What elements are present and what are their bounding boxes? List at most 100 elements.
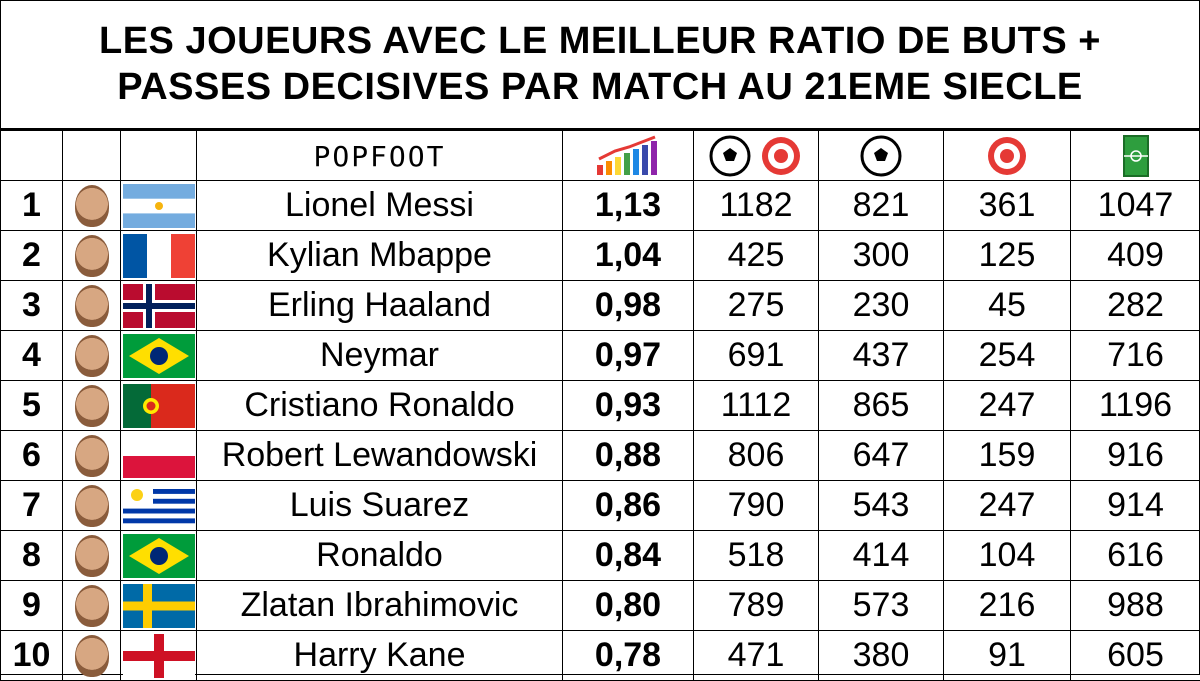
player-name: Ronaldo [197, 531, 563, 581]
brazil-flag-icon [123, 334, 195, 378]
flag-cell [121, 231, 197, 281]
rank-cell: 7 [1, 481, 63, 531]
photo-cell [63, 581, 121, 631]
table-row: 2 Kylian Mbappe 1,04 425 300 125 409 [1, 231, 1200, 281]
photo-cell [63, 381, 121, 431]
photo-cell [63, 531, 121, 581]
table-row: 4 Neymar 0,97 691 437 254 716 [1, 331, 1200, 381]
table-row: 3 Erling Haaland 0,98 275 230 45 282 [1, 281, 1200, 331]
player-photo [75, 485, 109, 527]
goals-cell: 300 [819, 231, 944, 281]
assists-cell: 104 [944, 531, 1071, 581]
player-photo [75, 635, 109, 677]
goals-assists-cell: 806 [694, 431, 819, 481]
photo-cell [63, 331, 121, 381]
assists-cell: 254 [944, 331, 1071, 381]
header-matches-cell [1071, 131, 1200, 181]
matches-cell: 988 [1071, 581, 1200, 631]
ratio-cell: 0,84 [563, 531, 694, 581]
header-rank-cell [1, 131, 63, 181]
rank-cell: 4 [1, 331, 63, 381]
ratio-cell: 0,93 [563, 381, 694, 431]
matches-cell: 916 [1071, 431, 1200, 481]
photo-cell [63, 631, 121, 681]
photo-cell [63, 231, 121, 281]
assists-cell: 159 [944, 431, 1071, 481]
table-row: 9 Zlatan Ibrahimovic 0,80 789 573 216 98… [1, 581, 1200, 631]
ratio-cell: 0,97 [563, 331, 694, 381]
ratio-cell: 0,98 [563, 281, 694, 331]
sweden-flag-icon [123, 584, 195, 628]
assists-cell: 91 [944, 631, 1071, 681]
matches-cell: 716 [1071, 331, 1200, 381]
goals-cell: 380 [819, 631, 944, 681]
england-flag-icon [123, 634, 195, 678]
player-name: Erling Haaland [197, 281, 563, 331]
goals-cell: 230 [819, 281, 944, 331]
goals-cell: 647 [819, 431, 944, 481]
flag-cell [121, 181, 197, 231]
assists-cell: 45 [944, 281, 1071, 331]
table-row: 10 Harry Kane 0,78 471 380 91 605 [1, 631, 1200, 681]
portugal-flag-icon [123, 384, 195, 428]
ranking-table: POPFOOT [0, 130, 1200, 681]
matches-cell: 616 [1071, 531, 1200, 581]
player-photo [75, 535, 109, 577]
pitch-icon [1122, 134, 1150, 178]
rank-cell: 9 [1, 581, 63, 631]
popfoot-logo: POPFOOT [313, 140, 445, 173]
matches-cell: 1196 [1071, 381, 1200, 431]
goals-cell: 543 [819, 481, 944, 531]
target-icon [984, 134, 1030, 178]
player-photo [75, 285, 109, 327]
player-name: Robert Lewandowski [197, 431, 563, 481]
flag-cell [121, 331, 197, 381]
assists-cell: 216 [944, 581, 1071, 631]
rank-cell: 6 [1, 431, 63, 481]
header-row: POPFOOT [1, 131, 1200, 181]
flag-cell [121, 531, 197, 581]
goals-assists-cell: 691 [694, 331, 819, 381]
title-line-2: PASSES DECISIVES PAR MATCH AU 21EME SIEC… [117, 64, 1083, 110]
matches-cell: 1047 [1071, 181, 1200, 231]
flag-cell [121, 381, 197, 431]
ratio-cell: 0,78 [563, 631, 694, 681]
brazil-flag-icon [123, 534, 195, 578]
header-assists-cell [944, 131, 1071, 181]
assists-cell: 247 [944, 481, 1071, 531]
player-name: Cristiano Ronaldo [197, 381, 563, 431]
player-photo [75, 585, 109, 627]
assists-cell: 361 [944, 181, 1071, 231]
goals-cell: 437 [819, 331, 944, 381]
goals-cell: 573 [819, 581, 944, 631]
header-goals-cell [819, 131, 944, 181]
flag-cell [121, 431, 197, 481]
header-ga-cell [694, 131, 819, 181]
photo-cell [63, 431, 121, 481]
goals-assists-cell: 518 [694, 531, 819, 581]
goals-cell: 865 [819, 381, 944, 431]
goals-assists-cell: 471 [694, 631, 819, 681]
assists-cell: 247 [944, 381, 1071, 431]
goals-assists-cell: 1112 [694, 381, 819, 431]
player-name: Luis Suarez [197, 481, 563, 531]
flag-cell [121, 631, 197, 681]
photo-cell [63, 481, 121, 531]
ratio-cell: 0,86 [563, 481, 694, 531]
rank-cell: 1 [1, 181, 63, 231]
header-flag-cell [121, 131, 197, 181]
ball-and-target-icon [708, 134, 804, 178]
rank-cell: 2 [1, 231, 63, 281]
rank-cell: 8 [1, 531, 63, 581]
page-title: LES JOUEURS AVEC LE MEILLEUR RATIO DE BU… [0, 0, 1200, 130]
flag-cell [121, 581, 197, 631]
player-photo [75, 185, 109, 227]
title-line-1: LES JOUEURS AVEC LE MEILLEUR RATIO DE BU… [99, 18, 1101, 64]
header-ratio-cell [563, 131, 694, 181]
goals-assists-cell: 789 [694, 581, 819, 631]
table-row: 5 Cristiano Ronaldo 0,93 1112 865 247 11… [1, 381, 1200, 431]
photo-cell [63, 181, 121, 231]
player-photo [75, 435, 109, 477]
photo-cell [63, 281, 121, 331]
ratio-cell: 0,88 [563, 431, 694, 481]
